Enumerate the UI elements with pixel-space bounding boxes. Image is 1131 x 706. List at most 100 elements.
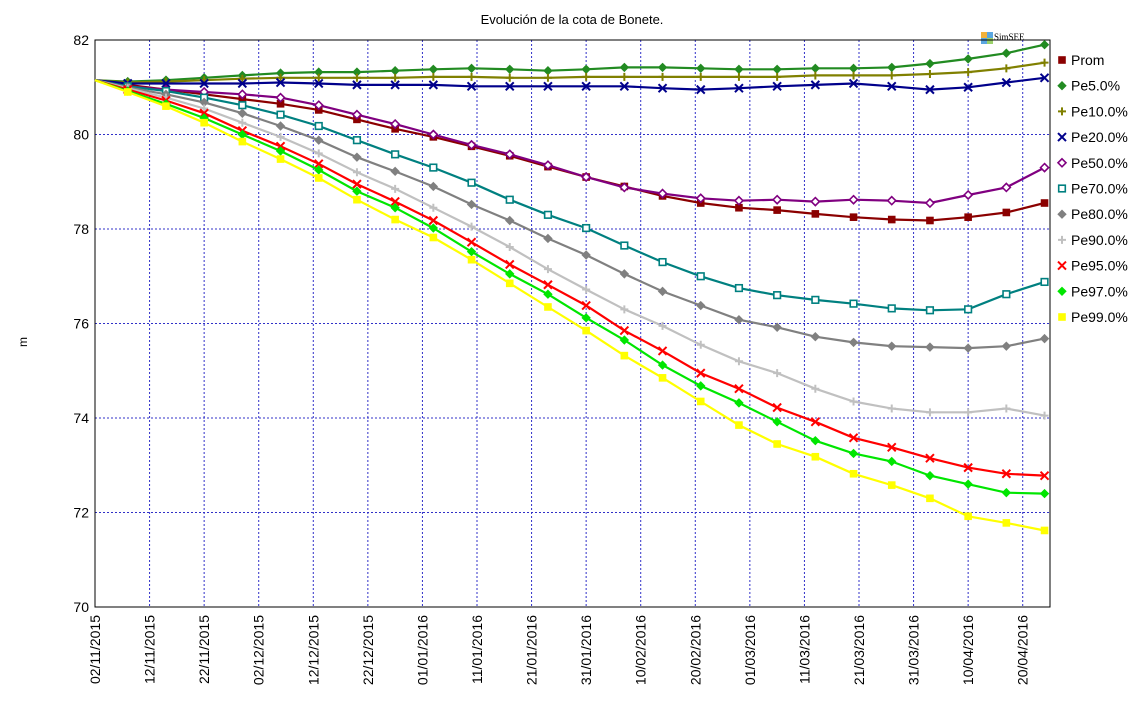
x-tick-label: 02/12/2015 <box>251 615 267 685</box>
data-point <box>926 216 934 225</box>
data-point <box>505 81 515 92</box>
data-point <box>238 118 247 127</box>
legend-marker <box>1058 56 1066 64</box>
data-point <box>505 73 514 82</box>
data-point <box>925 470 935 481</box>
data-point <box>848 194 859 205</box>
data-point <box>314 174 323 182</box>
data-point <box>429 72 438 81</box>
data-point <box>772 402 782 413</box>
data-point <box>734 283 744 293</box>
x-tick-label: 01/03/2016 <box>742 615 758 685</box>
data-point <box>1039 73 1050 83</box>
data-point <box>505 215 515 226</box>
y-tick-label: 78 <box>73 221 89 237</box>
data-point <box>963 462 973 473</box>
data-point <box>696 381 706 391</box>
data-point <box>887 341 897 351</box>
data-point <box>887 456 897 467</box>
data-point <box>772 417 782 427</box>
data-point <box>543 289 553 299</box>
data-point <box>390 80 400 90</box>
legend-item: Pe20.0% <box>1057 129 1128 145</box>
y-tick-label: 80 <box>73 127 89 143</box>
data-point <box>733 195 745 206</box>
data-point <box>887 404 896 413</box>
legend-label: Pe70.0% <box>1071 181 1128 197</box>
series-line <box>94 79 1045 222</box>
data-point <box>314 135 324 145</box>
data-point <box>772 81 782 92</box>
data-point <box>162 102 170 110</box>
legend-marker <box>1057 286 1067 297</box>
data-point <box>543 81 553 92</box>
legend-item: Pe97.0% <box>1057 283 1128 299</box>
data-point <box>964 512 972 521</box>
data-point <box>581 300 591 311</box>
data-point <box>428 129 439 140</box>
data-point <box>810 63 821 74</box>
data-point <box>543 73 552 82</box>
data-point <box>811 295 820 304</box>
data-point <box>848 63 859 74</box>
data-point <box>1039 333 1050 344</box>
data-point <box>657 83 668 93</box>
data-point <box>773 72 782 81</box>
data-point <box>123 88 132 96</box>
data-point <box>1001 182 1012 193</box>
data-point <box>810 80 821 90</box>
data-point <box>352 152 362 162</box>
data-point <box>658 374 667 382</box>
data-point <box>848 78 859 89</box>
data-point <box>887 62 897 73</box>
data-point <box>275 92 286 103</box>
data-point <box>810 417 821 427</box>
data-point <box>161 78 171 89</box>
data-point <box>353 195 361 204</box>
series-line <box>94 79 1045 350</box>
data-point <box>543 233 553 244</box>
series-line <box>94 61 1045 84</box>
legend-label: Pe10.0% <box>1071 103 1128 119</box>
data-point <box>466 139 477 151</box>
data-point <box>352 136 362 145</box>
legend-label: Pe20.0% <box>1071 129 1128 145</box>
data-point <box>619 182 630 193</box>
legend-marker <box>1057 184 1067 193</box>
data-point <box>734 72 743 81</box>
data-point <box>773 369 782 378</box>
legend-label: Pe80.0% <box>1071 206 1128 222</box>
data-point <box>314 165 324 175</box>
data-point <box>543 66 553 76</box>
y-tick-label: 70 <box>73 599 89 615</box>
data-point <box>1002 404 1011 413</box>
data-point <box>314 73 323 82</box>
data-point <box>238 137 247 146</box>
data-point <box>505 64 515 75</box>
legend-label: Pe99.0% <box>1071 309 1128 325</box>
data-point <box>963 479 973 489</box>
data-point <box>313 100 324 111</box>
data-point <box>467 222 476 231</box>
legend-item: Pe70.0% <box>1057 181 1128 197</box>
data-point <box>200 104 209 113</box>
data-point <box>657 346 668 356</box>
data-point <box>620 351 629 360</box>
data-point <box>1039 488 1050 499</box>
x-tick-label: 20/04/2016 <box>1015 615 1031 685</box>
legend-item: Prom <box>1058 52 1104 68</box>
data-point <box>964 68 973 77</box>
data-point <box>925 453 935 463</box>
data-point <box>963 54 973 64</box>
y-tick-label: 82 <box>73 32 89 48</box>
data-point <box>772 194 783 205</box>
data-point <box>314 121 323 131</box>
series-group <box>94 40 1050 535</box>
data-point <box>619 335 630 345</box>
data-point <box>925 70 934 79</box>
data-point <box>925 408 934 417</box>
data-point <box>276 73 285 82</box>
data-point <box>696 84 706 95</box>
data-point <box>849 299 858 308</box>
simsee-logo: SimSEE <box>981 32 1025 44</box>
